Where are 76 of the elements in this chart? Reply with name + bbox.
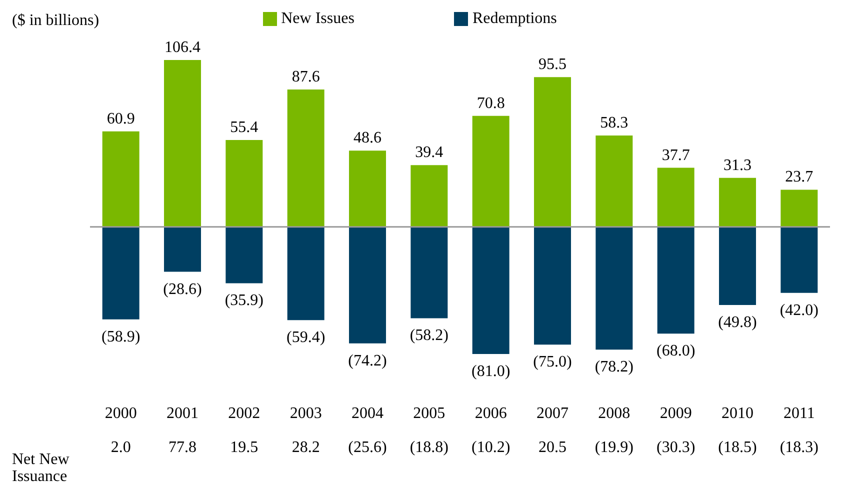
data-label: (35.9)	[224, 292, 264, 310]
bar	[410, 226, 448, 318]
bar	[226, 140, 263, 227]
text: 28.2	[292, 439, 320, 456]
bar	[102, 226, 140, 320]
data-label: 31.3	[724, 156, 752, 174]
x-tick-label: 2010	[722, 405, 754, 422]
data-label: (28.6)	[163, 280, 202, 298]
x-tick-label: 2003	[290, 405, 322, 422]
text: (18.8)	[410, 439, 448, 456]
text: (19.9)	[594, 439, 634, 456]
data-label: 70.8	[476, 94, 505, 112]
text: Net New Issuance	[12, 451, 70, 485]
bar	[780, 190, 818, 227]
bar	[719, 226, 756, 306]
text: 2.0	[110, 439, 131, 456]
data-label: (68.0)	[656, 342, 696, 360]
bar	[534, 226, 571, 345]
data-label: 23.7	[785, 168, 814, 186]
data-label: (78.2)	[594, 358, 634, 376]
data-label: (49.8)	[718, 314, 757, 332]
text: (18.5)	[718, 439, 757, 456]
bar	[534, 77, 571, 227]
x-tick-label: 2009	[660, 405, 692, 422]
text: 19.5	[230, 439, 258, 456]
bar	[472, 116, 510, 227]
bar	[102, 131, 140, 227]
data-label: (58.9)	[102, 328, 140, 346]
data-label: (59.4)	[286, 329, 326, 346]
data-label: (42.0)	[780, 302, 818, 319]
bar	[780, 226, 818, 293]
x-tick-label: 2011	[783, 405, 815, 422]
data-label: 87.6	[292, 68, 320, 86]
bar	[657, 168, 694, 227]
bar	[472, 226, 510, 354]
text: (18.3)	[780, 439, 818, 456]
x-tick-label: 2006	[474, 405, 507, 422]
bar	[349, 150, 386, 227]
text: 20.5	[538, 439, 566, 456]
data-label: 106.4	[164, 39, 200, 56]
data-label: 95.5	[538, 56, 566, 74]
data-label: 39.4	[415, 144, 444, 162]
x-tick-label: 2001	[166, 405, 198, 422]
legend-label: New Issues	[281, 10, 354, 27]
data-label: (58.2)	[410, 327, 448, 344]
data-label: (74.2)	[348, 352, 387, 370]
y-axis-title: ($ in billions)	[12, 12, 100, 30]
bar	[596, 226, 633, 350]
bar	[164, 60, 201, 227]
bar	[226, 226, 263, 284]
text: (10.2)	[472, 439, 510, 456]
bar	[719, 178, 756, 227]
data-label: 60.9	[106, 110, 135, 128]
data-label: 48.6	[354, 130, 382, 147]
data-label: 58.3	[600, 114, 628, 132]
bar	[410, 165, 448, 227]
text: (30.3)	[656, 439, 696, 456]
x-tick-label: 2002	[228, 405, 260, 422]
x-tick-label: 2004	[352, 405, 384, 422]
legend-label: Redemptions	[472, 10, 557, 27]
x-tick-label: 2008	[598, 405, 630, 422]
bar	[287, 226, 324, 320]
bar	[657, 226, 694, 334]
bar	[164, 226, 201, 272]
text: (25.6)	[348, 439, 387, 456]
x-tick-label: 2000	[104, 405, 137, 422]
bar	[349, 226, 386, 344]
data-label: 37.7	[662, 146, 690, 164]
data-label: 55.4	[230, 119, 258, 136]
data-label: (81.0)	[472, 363, 510, 380]
data-label: (75.0)	[533, 354, 572, 371]
x-tick-label: 2007	[536, 405, 568, 422]
bar	[287, 89, 324, 227]
bar	[596, 135, 633, 227]
x-tick-label: 2005	[413, 405, 446, 422]
text: 77.8	[168, 439, 196, 456]
